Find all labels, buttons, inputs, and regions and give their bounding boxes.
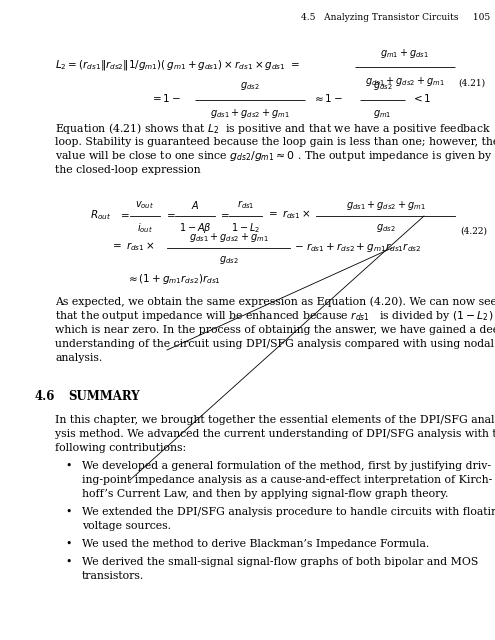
Text: $i_{out}$: $i_{out}$ <box>137 221 153 235</box>
Text: $\approx 1 -$: $\approx 1 -$ <box>312 92 343 104</box>
Text: We developed a general formulation of the method, first by justifying driv-: We developed a general formulation of th… <box>82 461 491 471</box>
Text: $g_{ds2}$: $g_{ds2}$ <box>373 80 393 92</box>
Text: 4.6: 4.6 <box>35 390 55 403</box>
Text: $g_{m1}+g_{ds1}$: $g_{m1}+g_{ds1}$ <box>381 47 430 60</box>
Text: $g_{ds1}+g_{ds2}+g_{m1}$: $g_{ds1}+g_{ds2}+g_{m1}$ <box>365 74 445 88</box>
Text: $1-L_2$: $1-L_2$ <box>231 221 260 235</box>
Text: $v_{out}$: $v_{out}$ <box>136 199 154 211</box>
Text: $-\ r_{ds1}+r_{ds2}+g_{m1}r_{ds1}r_{ds2}$: $-\ r_{ds1}+r_{ds2}+g_{m1}r_{ds1}r_{ds2}… <box>294 241 421 253</box>
Text: $R_{out}$: $R_{out}$ <box>90 208 111 222</box>
Text: •: • <box>65 507 71 517</box>
Text: loop. Stability is guaranteed because the loop gain is less than one; however, t: loop. Stability is guaranteed because th… <box>55 137 495 147</box>
Text: voltage sources.: voltage sources. <box>82 521 171 531</box>
Text: As expected, we obtain the same expression as Equation (4.20). We can now see: As expected, we obtain the same expressi… <box>55 297 495 307</box>
Text: $g_{m1}$: $g_{m1}$ <box>373 108 392 120</box>
Text: (4.22): (4.22) <box>460 227 487 236</box>
Text: $g_{ds2}$: $g_{ds2}$ <box>219 254 238 266</box>
Text: $=\ r_{ds1}\times$: $=\ r_{ds1}\times$ <box>110 241 155 253</box>
Text: value will be close to one since $g_{ds2}/g_{m1}\approx 0$ . The output impedanc: value will be close to one since $g_{ds2… <box>55 149 493 163</box>
Text: $= 1 -$: $= 1 -$ <box>150 92 181 104</box>
Text: 4.5   Analyzing Transistor Circuits     105: 4.5 Analyzing Transistor Circuits 105 <box>301 13 490 22</box>
Text: following contributions:: following contributions: <box>55 443 186 453</box>
Text: SUMMARY: SUMMARY <box>68 390 140 403</box>
Text: We used the method to derive Blackman’s Impedance Formula.: We used the method to derive Blackman’s … <box>82 539 429 549</box>
Text: the closed-loop expression: the closed-loop expression <box>55 165 200 175</box>
Text: $g_{ds2}$: $g_{ds2}$ <box>376 222 396 234</box>
Text: •: • <box>65 461 71 471</box>
Text: •: • <box>65 539 71 549</box>
Text: hoff’s Current Law, and then by applying signal-flow graph theory.: hoff’s Current Law, and then by applying… <box>82 489 448 499</box>
Text: We derived the small-signal signal-flow graphs of both bipolar and MOS: We derived the small-signal signal-flow … <box>82 557 478 567</box>
Text: •: • <box>65 557 71 567</box>
Text: Equation (4.21) shows that $L_2$  is positive and that we have a positive feedba: Equation (4.21) shows that $L_2$ is posi… <box>55 120 491 136</box>
Text: $A$: $A$ <box>191 199 199 211</box>
Text: $1-A\beta$: $1-A\beta$ <box>179 221 211 235</box>
Text: which is near zero. In the process of obtaining the answer, we have gained a dee: which is near zero. In the process of ob… <box>55 325 495 335</box>
Text: that the output impedance will be enhanced because $r_{ds1}$   is divided by $(1: that the output impedance will be enhanc… <box>55 309 494 323</box>
Text: $=$: $=$ <box>164 211 176 220</box>
Text: We extended the DPI/SFG analysis procedure to handle circuits with floating: We extended the DPI/SFG analysis procedu… <box>82 507 495 517</box>
Text: analysis.: analysis. <box>55 353 102 363</box>
Text: transistors.: transistors. <box>82 571 144 581</box>
Text: $< 1$: $< 1$ <box>411 92 431 104</box>
Text: $=\ r_{ds1}\times$: $=\ r_{ds1}\times$ <box>266 209 311 221</box>
Text: ysis method. We advanced the current understanding of DPI/SFG analysis with the: ysis method. We advanced the current und… <box>55 429 495 439</box>
Text: (4.21): (4.21) <box>458 79 485 88</box>
Text: $g_{ds2}$: $g_{ds2}$ <box>240 80 260 92</box>
Text: $r_{ds1}$: $r_{ds1}$ <box>237 198 254 211</box>
Text: understanding of the circuit using DPI/SFG analysis compared with using nodal: understanding of the circuit using DPI/S… <box>55 339 494 349</box>
Text: $g_{ds1}+g_{ds2}+g_{m1}$: $g_{ds1}+g_{ds2}+g_{m1}$ <box>346 198 425 211</box>
Text: $=$: $=$ <box>118 211 130 220</box>
Text: $L_2 = (r_{ds1}\|r_{ds2}\|1/g_{m1})(\,g_{m1}+g_{ds1})\times r_{ds1}\times g_{ds1: $L_2 = (r_{ds1}\|r_{ds2}\|1/g_{m1})(\,g_… <box>55 58 299 72</box>
Text: In this chapter, we brought together the essential elements of the DPI/SFG anal-: In this chapter, we brought together the… <box>55 415 495 425</box>
Text: $g_{ds1}+g_{ds2}+g_{m1}$: $g_{ds1}+g_{ds2}+g_{m1}$ <box>210 108 290 120</box>
Text: $=$: $=$ <box>218 211 230 220</box>
Text: $g_{ds1}+g_{ds2}+g_{m1}$: $g_{ds1}+g_{ds2}+g_{m1}$ <box>189 230 268 243</box>
Text: $\approx(1+g_{m1}r_{ds2})r_{ds1}$: $\approx(1+g_{m1}r_{ds2})r_{ds1}$ <box>126 272 221 286</box>
Text: ing-point impedance analysis as a cause-and-effect interpretation of Kirch-: ing-point impedance analysis as a cause-… <box>82 475 492 485</box>
